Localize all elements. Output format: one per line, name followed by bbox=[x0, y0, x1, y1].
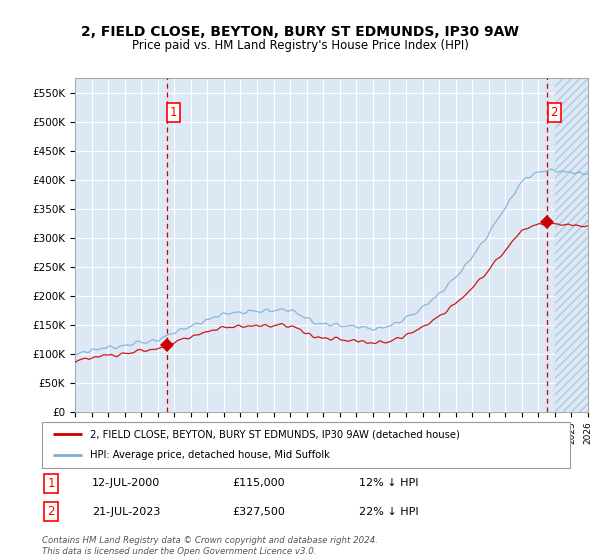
Text: 12-JUL-2000: 12-JUL-2000 bbox=[92, 478, 160, 488]
Text: HPI: Average price, detached house, Mid Suffolk: HPI: Average price, detached house, Mid … bbox=[89, 450, 329, 460]
Text: £115,000: £115,000 bbox=[232, 478, 285, 488]
Text: Contains HM Land Registry data © Crown copyright and database right 2024.
This d: Contains HM Land Registry data © Crown c… bbox=[42, 536, 378, 556]
Text: 21-JUL-2023: 21-JUL-2023 bbox=[92, 507, 161, 516]
Text: 2: 2 bbox=[47, 505, 55, 518]
Bar bbox=[555, 78, 588, 412]
Text: £327,500: £327,500 bbox=[232, 507, 285, 516]
Text: 2, FIELD CLOSE, BEYTON, BURY ST EDMUNDS, IP30 9AW: 2, FIELD CLOSE, BEYTON, BURY ST EDMUNDS,… bbox=[81, 25, 519, 39]
Text: 22% ↓ HPI: 22% ↓ HPI bbox=[359, 507, 418, 516]
Text: 12% ↓ HPI: 12% ↓ HPI bbox=[359, 478, 418, 488]
Text: 2: 2 bbox=[551, 106, 558, 119]
Text: 1: 1 bbox=[170, 106, 178, 119]
Text: Price paid vs. HM Land Registry's House Price Index (HPI): Price paid vs. HM Land Registry's House … bbox=[131, 39, 469, 52]
FancyBboxPatch shape bbox=[42, 422, 570, 468]
Text: 2, FIELD CLOSE, BEYTON, BURY ST EDMUNDS, IP30 9AW (detached house): 2, FIELD CLOSE, BEYTON, BURY ST EDMUNDS,… bbox=[89, 429, 460, 439]
Text: 1: 1 bbox=[47, 477, 55, 490]
